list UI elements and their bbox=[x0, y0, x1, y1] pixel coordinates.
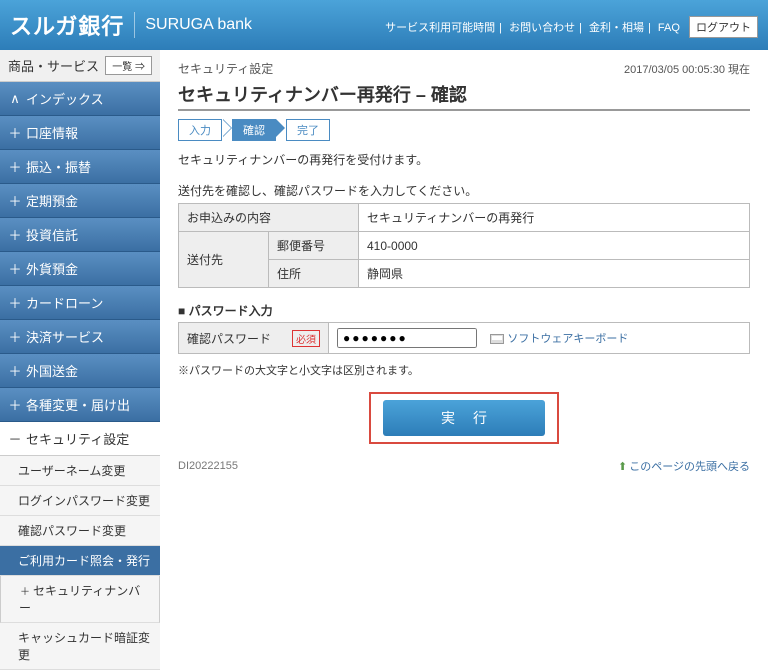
logo-jp: スルガ銀行 bbox=[10, 9, 124, 41]
th-dest: 送付先 bbox=[179, 232, 269, 288]
header-links: サービス利用可能時間| お問い合わせ| 金利・相場| FAQ ログアウト bbox=[385, 16, 758, 38]
back-to-top-link[interactable]: ⬆このページの先頭へ戻る bbox=[618, 458, 750, 474]
required-badge: 必須 bbox=[292, 330, 320, 347]
confirm-table: お申込みの内容 セキュリティナンバーの再発行 送付先 郵便番号 410-0000… bbox=[178, 203, 750, 288]
nav-item[interactable]: ＋振込・振替 bbox=[0, 150, 160, 184]
password-section-title: ■ パスワード入力 bbox=[178, 302, 750, 319]
sidebar-title-label: 商品・サービス bbox=[8, 56, 99, 75]
main: セキュリティ設定 2017/03/05 00:05:30 現在 セキュリティナン… bbox=[160, 50, 768, 670]
nav-item[interactable]: ＋口座情報 bbox=[0, 116, 160, 150]
sub-nav-item[interactable]: ご利用カード照会・発行 bbox=[0, 546, 160, 576]
sub-nav-item[interactable]: ユーザーネーム変更 bbox=[0, 456, 160, 486]
step: 確認 bbox=[232, 119, 276, 141]
confirm-password-input[interactable] bbox=[337, 328, 477, 348]
action-highlight: 実行 bbox=[369, 392, 559, 444]
th-request: お申込みの内容 bbox=[179, 204, 359, 232]
action-area: 実行 bbox=[178, 392, 750, 444]
header: スルガ銀行 SURUGA bank サービス利用可能時間| お問い合わせ| 金利… bbox=[0, 0, 768, 50]
keyboard-icon bbox=[490, 334, 504, 344]
timestamp: 2017/03/05 00:05:30 現在 bbox=[624, 61, 750, 77]
sidebar: 商品・サービス 一覧 ⇒ ∧インデックス＋口座情報＋振込・振替＋定期預金＋投資信… bbox=[0, 50, 160, 670]
nav-item[interactable]: ∧インデックス bbox=[0, 82, 160, 116]
sidebar-list-button[interactable]: 一覧 ⇒ bbox=[105, 56, 152, 75]
execute-button[interactable]: 実行 bbox=[383, 400, 545, 436]
step-indicator: 入力確認完了 bbox=[178, 119, 750, 141]
nav-item[interactable]: ＋決済サービス bbox=[0, 320, 160, 354]
nav-item[interactable]: ＋定期預金 bbox=[0, 184, 160, 218]
step: 入力 bbox=[178, 119, 222, 141]
logo-divider bbox=[134, 12, 135, 38]
sub-nav-item[interactable]: キャッシュカード暗証変更 bbox=[0, 623, 160, 670]
link-rates[interactable]: 金利・相場 bbox=[589, 22, 644, 34]
up-arrow-icon: ⬆ bbox=[618, 461, 627, 473]
nav-item[interactable]: ＋カードローン bbox=[0, 286, 160, 320]
nav-item[interactable]: ＋各種変更・届け出 bbox=[0, 388, 160, 422]
link-service-hours[interactable]: サービス利用可能時間 bbox=[385, 22, 495, 34]
breadcrumb: セキュリティ設定 bbox=[178, 60, 273, 77]
th-addr: 住所 bbox=[269, 260, 359, 288]
td-zip: 410-0000 bbox=[359, 232, 750, 260]
link-faq[interactable]: FAQ bbox=[658, 22, 680, 34]
nav-item[interactable]: －セキュリティ設定 bbox=[0, 422, 160, 456]
sidebar-title: 商品・サービス 一覧 ⇒ bbox=[0, 50, 160, 82]
td-request: セキュリティナンバーの再発行 bbox=[359, 204, 750, 232]
software-keyboard-link[interactable]: ソフトウェアキーボード bbox=[490, 333, 628, 345]
nav-item[interactable]: ＋外貨預金 bbox=[0, 252, 160, 286]
td-addr: 静岡県 bbox=[359, 260, 750, 288]
page-ref: DI20222155 bbox=[178, 460, 238, 472]
link-contact[interactable]: お問い合わせ bbox=[509, 22, 575, 34]
nav-item[interactable]: ＋投資信託 bbox=[0, 218, 160, 252]
page-title: セキュリティナンバー再発行 – 確認 bbox=[178, 81, 750, 107]
sub-nav-item[interactable]: ログインパスワード変更 bbox=[0, 486, 160, 516]
message-2: 送付先を確認し、確認パスワードを入力してください。 bbox=[178, 182, 750, 199]
th-zip: 郵便番号 bbox=[269, 232, 359, 260]
password-note: ※パスワードの大文字と小文字は区別されます。 bbox=[178, 362, 750, 378]
th-password: 確認パスワード 必須 bbox=[179, 323, 329, 354]
sub-nav-item[interactable]: 確認パスワード変更 bbox=[0, 516, 160, 546]
password-table: 確認パスワード 必須 ソフトウェアキーボード bbox=[178, 322, 750, 354]
nav-item[interactable]: ＋外国送金 bbox=[0, 354, 160, 388]
sub-nav-item[interactable]: ＋セキュリティナンバー bbox=[0, 576, 160, 623]
message-1: セキュリティナンバーの再発行を受付けます。 bbox=[178, 151, 750, 168]
logout-button[interactable]: ログアウト bbox=[689, 16, 758, 38]
logo-en: SURUGA bank bbox=[145, 16, 252, 34]
step: 完了 bbox=[286, 119, 330, 141]
